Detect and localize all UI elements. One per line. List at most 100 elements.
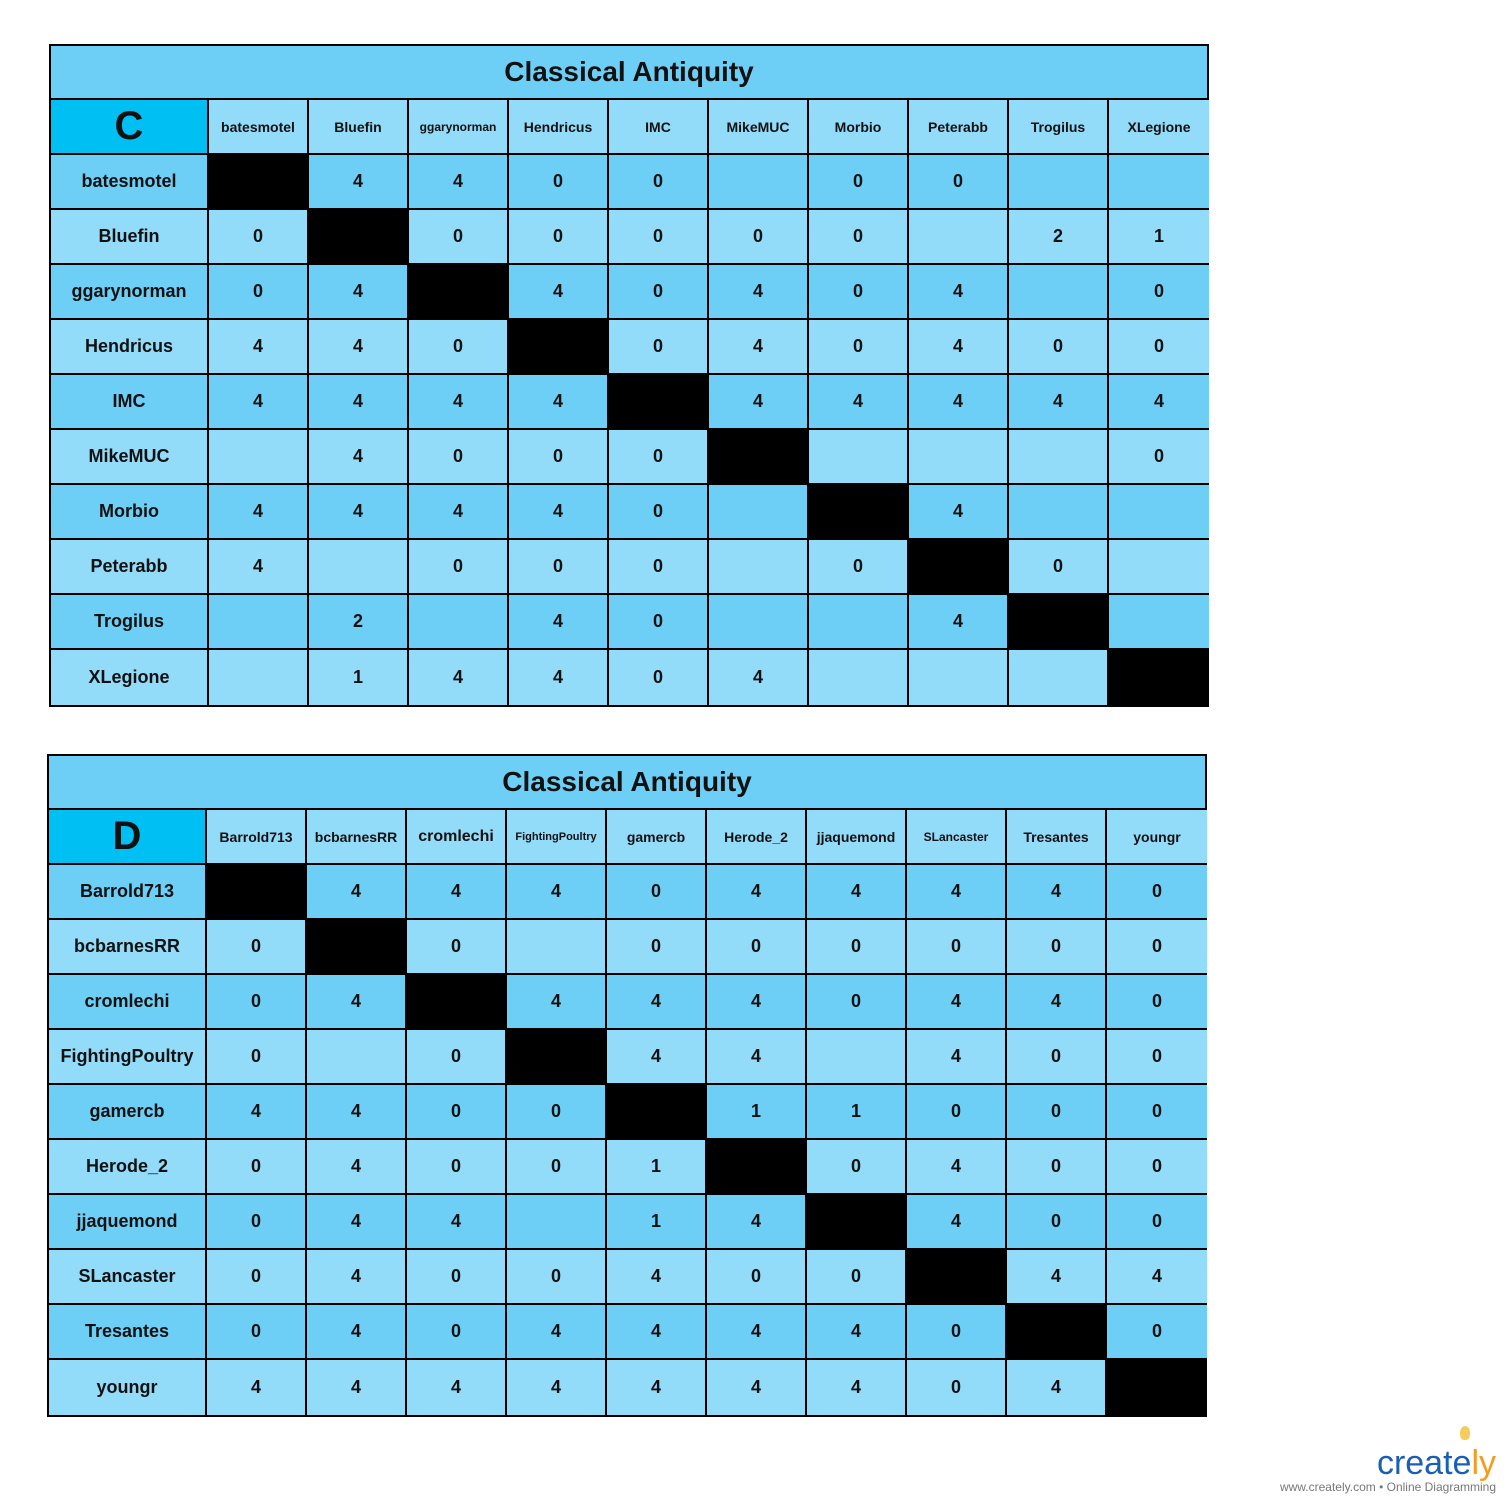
column-header: bcbarnesRR: [307, 810, 407, 865]
matrix-cell: 0: [609, 595, 709, 650]
table-title: Classical Antiquity: [51, 46, 1207, 100]
matrix-cell: 4: [309, 320, 409, 375]
row-header: Trogilus: [51, 595, 209, 650]
matrix-cell: 4: [707, 1195, 807, 1250]
column-header: XLegione: [1109, 100, 1209, 155]
matrix-cell: 4: [509, 650, 609, 705]
matrix-cell: 0: [1107, 1085, 1207, 1140]
diagonal-cell: [209, 155, 309, 210]
matrix-cell: 1: [707, 1085, 807, 1140]
matrix-cell: 4: [209, 320, 309, 375]
column-header: ggarynorman: [409, 100, 509, 155]
matrix-cell: 4: [807, 1305, 907, 1360]
diagonal-cell: [807, 1195, 907, 1250]
matrix-cell: 4: [409, 375, 509, 430]
matrix-cell: 4: [407, 1195, 507, 1250]
matrix-cell: 4: [909, 265, 1009, 320]
matrix-cell: 0: [207, 1195, 307, 1250]
matrix-cell: 4: [607, 975, 707, 1030]
matrix-cell: 4: [709, 265, 809, 320]
matrix-cell: 0: [607, 920, 707, 975]
row-header: bcbarnesRR: [49, 920, 207, 975]
matrix-cell: [909, 210, 1009, 265]
column-header: Bluefin: [309, 100, 409, 155]
row-header: MikeMUC: [51, 430, 209, 485]
matrix-cell: 0: [1107, 1305, 1207, 1360]
matrix-cell: 0: [907, 1085, 1007, 1140]
matrix-cell: 0: [809, 320, 909, 375]
matrix-cell: 0: [809, 265, 909, 320]
matrix-cell: 4: [607, 1030, 707, 1085]
matrix-cell: 0: [1107, 920, 1207, 975]
matrix-cell: 0: [407, 1305, 507, 1360]
matrix-cell: [1009, 155, 1109, 210]
row-header: IMC: [51, 375, 209, 430]
matrix-cell: [507, 920, 607, 975]
matrix-cell: [409, 595, 509, 650]
matrix-cell: 0: [1009, 320, 1109, 375]
diagonal-cell: [407, 975, 507, 1030]
matrix-cell: 0: [409, 430, 509, 485]
matrix-cell: 0: [209, 210, 309, 265]
matrix-cell: 4: [509, 485, 609, 540]
corner-label: C: [51, 100, 209, 155]
row-header: FightingPoultry: [49, 1030, 207, 1085]
matrix-cell: 4: [507, 1360, 607, 1415]
matrix-cell: 4: [607, 1360, 707, 1415]
matrix-cell: 0: [509, 210, 609, 265]
matrix-cell: 0: [609, 210, 709, 265]
matrix-cell: 0: [909, 155, 1009, 210]
diagonal-cell: [1009, 595, 1109, 650]
diagonal-cell: [1109, 650, 1209, 705]
matrix-cell: 4: [707, 1030, 807, 1085]
matrix-cell: 0: [407, 1030, 507, 1085]
matrix-cell: 0: [607, 865, 707, 920]
matrix-cell: 0: [1107, 1195, 1207, 1250]
row-header: gamercb: [49, 1085, 207, 1140]
matrix-cell: 4: [907, 1030, 1007, 1085]
matrix-cell: 4: [607, 1250, 707, 1305]
matrix-cell: 0: [1107, 1140, 1207, 1195]
matrix-cell: 0: [409, 540, 509, 595]
matrix-cell: 0: [509, 155, 609, 210]
matrix-cell: 0: [409, 320, 509, 375]
matrix-cell: 2: [309, 595, 409, 650]
matrix-cell: 0: [807, 975, 907, 1030]
matrix-cell: 0: [609, 155, 709, 210]
matrix-cell: 4: [507, 865, 607, 920]
matrix-cell: 4: [709, 650, 809, 705]
matrix-cell: 4: [807, 1360, 907, 1415]
row-header: batesmotel: [51, 155, 209, 210]
matrix-cell: 4: [307, 1140, 407, 1195]
matrix-cell: 0: [609, 540, 709, 595]
diagonal-cell: [809, 485, 909, 540]
matrix-cell: [1109, 540, 1209, 595]
matrix-cell: 4: [707, 865, 807, 920]
matrix-cell: 0: [609, 650, 709, 705]
matrix-cell: 4: [507, 1305, 607, 1360]
matrix-cell: 4: [407, 1360, 507, 1415]
matrix-cell: 4: [507, 975, 607, 1030]
matrix-cell: 4: [707, 1360, 807, 1415]
matrix-cell: 1: [607, 1195, 707, 1250]
matrix-cell: 4: [907, 865, 1007, 920]
row-header: Morbio: [51, 485, 209, 540]
matrix-cell: 4: [407, 865, 507, 920]
matrix-cell: 0: [507, 1085, 607, 1140]
creately-logo: creately www.creately.com • Online Diagr…: [1280, 1426, 1496, 1494]
diagonal-cell: [1007, 1305, 1107, 1360]
column-header: MikeMUC: [709, 100, 809, 155]
column-header: Trogilus: [1009, 100, 1109, 155]
row-header: XLegione: [51, 650, 209, 705]
matrix-cell: 4: [409, 650, 509, 705]
matrix-cell: 0: [1007, 920, 1107, 975]
matrix-cell: 4: [909, 595, 1009, 650]
matrix-cell: 0: [807, 920, 907, 975]
matrix-cell: 0: [809, 155, 909, 210]
matrix-cell: 0: [609, 430, 709, 485]
matrix-cell: [1009, 430, 1109, 485]
diagonal-cell: [409, 265, 509, 320]
matrix-cell: 4: [607, 1305, 707, 1360]
matrix-cell: 1: [309, 650, 409, 705]
matrix-cell: [909, 430, 1009, 485]
